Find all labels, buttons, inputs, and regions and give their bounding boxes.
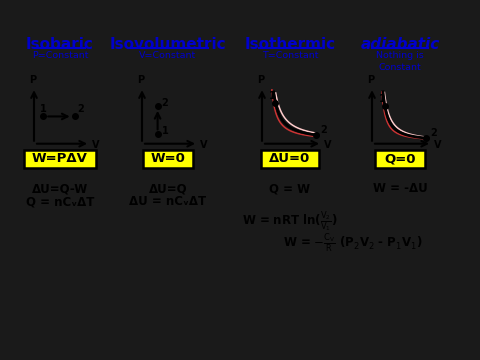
Text: 1: 1 (162, 126, 168, 136)
Text: P=Constant: P=Constant (32, 51, 88, 60)
Text: 1: 1 (40, 104, 47, 114)
Text: ΔU=Q-W: ΔU=Q-W (32, 182, 88, 195)
Text: adiabatic: adiabatic (360, 37, 440, 52)
Text: Isobaric: Isobaric (26, 37, 94, 52)
Text: Isothermic: Isothermic (244, 37, 336, 52)
Text: Isovolumetric: Isovolumetric (110, 37, 226, 52)
Text: V: V (92, 140, 99, 150)
Text: ΔU = nCᵥΔT: ΔU = nCᵥΔT (130, 195, 206, 208)
Text: Q=0: Q=0 (384, 152, 416, 165)
Text: W = -ΔU: W = -ΔU (372, 182, 427, 195)
Text: V: V (200, 140, 207, 150)
Text: W=0: W=0 (151, 152, 185, 165)
Text: W = $-\mathsf{\frac{C_V}{R}}$ (P$\mathsf{_2}$V$\mathsf{_2}$ - P$\mathsf{_1}$V$\m: W = $-\mathsf{\frac{C_V}{R}}$ (P$\mathsf… (283, 231, 423, 255)
Text: P: P (367, 75, 374, 85)
Text: 2: 2 (162, 98, 168, 108)
Text: V: V (324, 140, 332, 150)
Text: 2: 2 (320, 125, 327, 135)
Text: 1: 1 (379, 94, 385, 104)
Text: W=PΔV: W=PΔV (32, 152, 88, 165)
Text: W = nRT ln($\mathsf{\frac{V_2}{V_1}}$): W = nRT ln($\mathsf{\frac{V_2}{V_1}}$) (242, 209, 338, 234)
Text: 1: 1 (269, 91, 276, 101)
Bar (24, 150, 96, 168)
Text: P: P (257, 75, 264, 85)
Bar (143, 150, 193, 168)
Text: 2: 2 (78, 104, 84, 114)
Text: 2: 2 (430, 128, 437, 138)
Text: P: P (29, 75, 36, 85)
Text: V=Constant: V=Constant (139, 51, 197, 60)
Text: T=Constant: T=Constant (262, 51, 318, 60)
Bar (375, 150, 425, 168)
Text: ΔU=Q: ΔU=Q (149, 182, 187, 195)
Text: Q = W: Q = W (269, 182, 311, 195)
Text: Q = nCᵥΔT: Q = nCᵥΔT (26, 195, 94, 208)
Bar (261, 150, 319, 168)
Text: ΔU=0: ΔU=0 (269, 152, 311, 165)
Text: V: V (434, 140, 442, 150)
Text: Nothing is
Constant: Nothing is Constant (376, 51, 424, 72)
Text: P: P (137, 75, 144, 85)
